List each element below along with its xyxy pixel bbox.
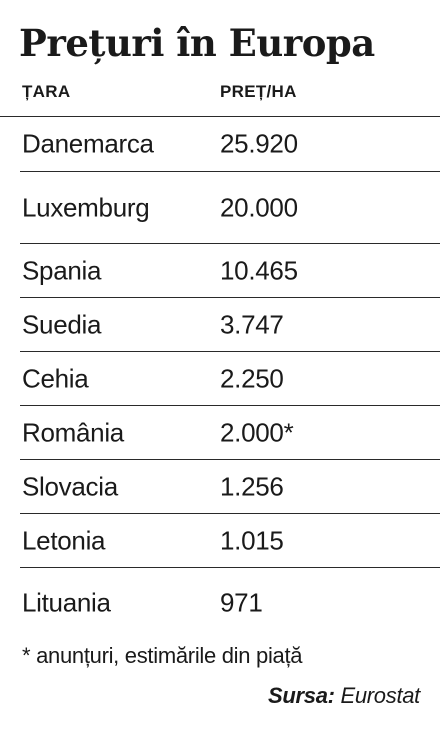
row-country: Lituania [22,587,111,618]
table-row: Suedia 3.747 [20,298,440,352]
table-row: Danemarca 25.920 [20,117,440,172]
table-title: Prețuri în Europa [19,21,375,65]
table-row: Luxemburg 20.000 [20,172,440,244]
header-price: PREȚ/HA [220,82,297,101]
row-price: 10.465 [220,255,298,285]
row-price: 1.256 [220,471,284,501]
row-price: 25.920 [220,128,298,159]
row-country: Suedia [22,309,102,339]
row-price: 971 [220,587,263,618]
row-country: Slovacia [22,471,118,501]
source-label: Sursa: [267,683,335,708]
source-value: Eurostat [340,683,420,708]
table-row: Spania 10.465 [20,244,440,298]
row-price: 2.000* [220,417,294,447]
table-row: Lituania 971 [20,568,440,638]
table-header: ȚARA PREȚ/HA [0,72,440,117]
table-body: Danemarca 25.920 Luxemburg 20.000 Spania… [0,117,440,638]
row-price: 20.000 [220,192,298,222]
row-price: 2.250 [220,363,284,393]
row-country: Danemarca [22,128,154,159]
row-country: Spania [22,255,102,285]
header-country: ȚARA [22,82,71,101]
footnote: * anunțuri, estimările din piață [22,643,303,668]
row-price: 1.015 [220,525,284,555]
source-credit: Sursa: Eurostat [268,683,420,709]
row-price: 3.747 [220,309,284,339]
row-country: Luxemburg [22,192,150,222]
row-country: Letonia [22,525,106,555]
row-country: Cehia [22,363,89,393]
table-row: Slovacia 1.256 [20,460,440,514]
row-country: România [22,417,124,447]
table-row: România 2.000* [20,406,440,460]
table-row: Letonia 1.015 [20,514,440,568]
table-row: Cehia 2.250 [20,352,440,406]
